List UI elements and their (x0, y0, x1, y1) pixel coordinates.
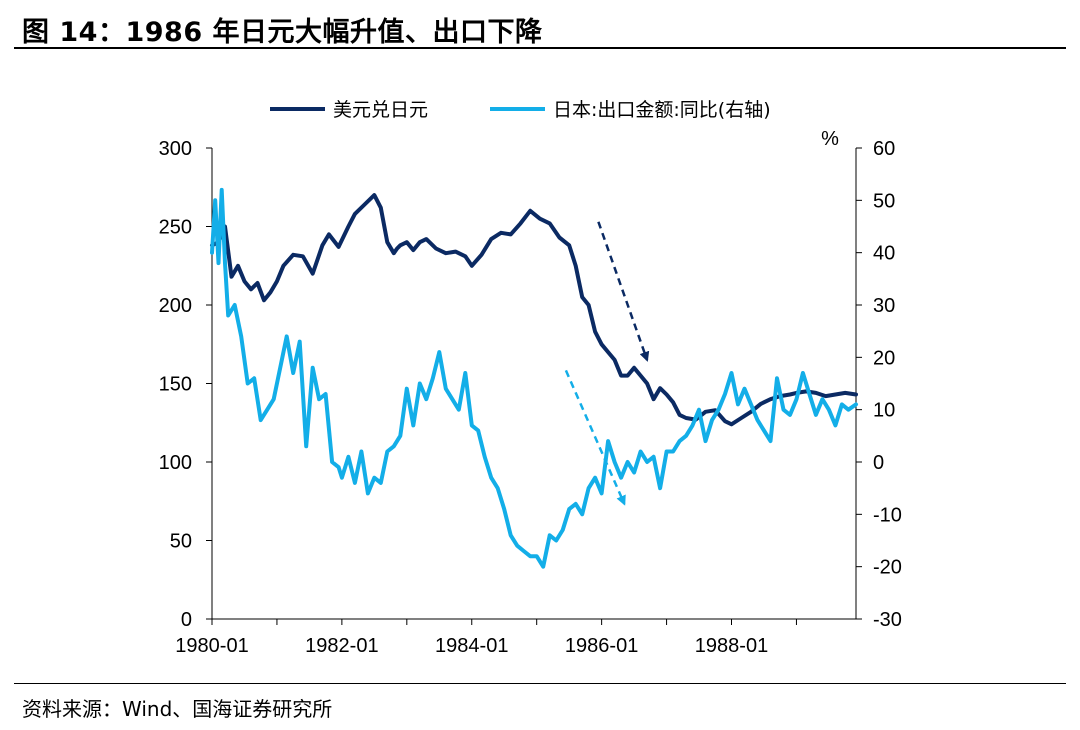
left-tick-label: 250 (159, 217, 192, 239)
chart: 0 50 100 150 200 250 300 -30 -20 -10 0 10 20 30 40 50 60… (159, 99, 902, 657)
right-tick-label: 30 (873, 295, 895, 317)
x-tick-label: 1982-01 (305, 635, 378, 657)
x-tick-label: 1986-01 (565, 635, 638, 657)
source-note: 资料来源：Wind、国海证券研究所 (22, 697, 333, 721)
series-layer (210, 187, 858, 569)
right-tick-label: 0 (873, 452, 884, 474)
x-tick-label: 1980-01 (175, 635, 248, 657)
legend: 美元兑日元 日本:出口金额:同比(右轴) (270, 99, 771, 121)
figure-title: 图 14：1986 年日元大幅升值、出口下降 (22, 17, 543, 48)
series-line-exports-yoy (210, 187, 858, 569)
right-tick-label: -20 (873, 557, 902, 579)
left-tick-label: 300 (159, 138, 192, 160)
series-line-usd-jpy (210, 193, 858, 427)
left-tick-label: 50 (170, 531, 192, 553)
title-rule (14, 47, 1066, 49)
annotation-arrow-exports (564, 369, 626, 506)
left-tick-label: 100 (159, 452, 192, 474)
right-tick-label: -30 (873, 609, 902, 631)
right-tick-label: 40 (873, 243, 895, 265)
right-tick-label: 60 (873, 138, 895, 160)
left-tick-label: 150 (159, 374, 192, 396)
right-axis-unit: % (821, 128, 839, 150)
axes: 0 50 100 150 200 250 300 -30 -20 -10 0 10 20 30 40 50 60… (159, 128, 902, 657)
source-rule (14, 683, 1066, 684)
x-tick-label: 1988-01 (695, 635, 768, 657)
legend-label-usd-jpy: 美元兑日元 (333, 99, 428, 121)
right-tick-label: 50 (873, 190, 895, 212)
left-tick-label: 200 (159, 295, 192, 317)
x-tick-label: 1984-01 (435, 635, 508, 657)
right-tick-label: 20 (873, 347, 895, 369)
annotation-arrow-usd-jpy (597, 221, 650, 362)
left-tick-label: 0 (181, 609, 192, 631)
right-tick-label: 10 (873, 400, 895, 422)
right-tick-label: -10 (873, 504, 902, 526)
legend-label-exports: 日本:出口金额:同比(右轴) (553, 99, 771, 121)
